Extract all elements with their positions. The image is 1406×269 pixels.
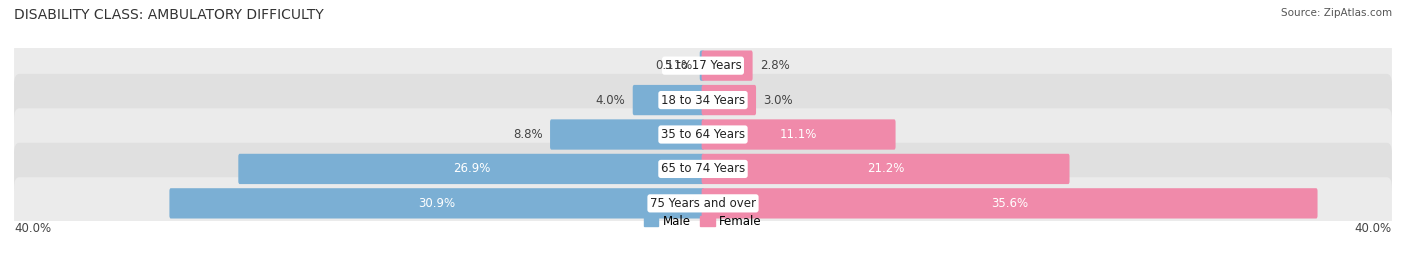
FancyBboxPatch shape (14, 40, 1392, 92)
FancyBboxPatch shape (702, 85, 756, 115)
Text: 30.9%: 30.9% (419, 197, 456, 210)
FancyBboxPatch shape (550, 119, 704, 150)
FancyBboxPatch shape (14, 177, 1392, 229)
Text: 8.8%: 8.8% (513, 128, 543, 141)
Text: 40.0%: 40.0% (14, 222, 51, 235)
Text: 5 to 17 Years: 5 to 17 Years (665, 59, 741, 72)
FancyBboxPatch shape (169, 188, 704, 218)
Text: DISABILITY CLASS: AMBULATORY DIFFICULTY: DISABILITY CLASS: AMBULATORY DIFFICULTY (14, 8, 323, 22)
FancyBboxPatch shape (14, 74, 1392, 126)
Text: 18 to 34 Years: 18 to 34 Years (661, 94, 745, 107)
Text: 65 to 74 Years: 65 to 74 Years (661, 162, 745, 175)
Text: Source: ZipAtlas.com: Source: ZipAtlas.com (1281, 8, 1392, 18)
Text: 2.8%: 2.8% (759, 59, 790, 72)
Text: 21.2%: 21.2% (868, 162, 904, 175)
Text: 3.0%: 3.0% (763, 94, 793, 107)
FancyBboxPatch shape (702, 119, 896, 150)
FancyBboxPatch shape (14, 143, 1392, 195)
Text: 35.6%: 35.6% (991, 197, 1028, 210)
Text: 75 Years and over: 75 Years and over (650, 197, 756, 210)
Text: 40.0%: 40.0% (1355, 222, 1392, 235)
Text: 4.0%: 4.0% (596, 94, 626, 107)
Legend: Male, Female: Male, Female (644, 215, 762, 228)
FancyBboxPatch shape (700, 51, 704, 81)
FancyBboxPatch shape (702, 188, 1317, 218)
Text: 11.1%: 11.1% (780, 128, 817, 141)
FancyBboxPatch shape (14, 108, 1392, 161)
FancyBboxPatch shape (702, 154, 1070, 184)
FancyBboxPatch shape (702, 51, 752, 81)
Text: 35 to 64 Years: 35 to 64 Years (661, 128, 745, 141)
Text: 26.9%: 26.9% (453, 162, 491, 175)
Text: 0.11%: 0.11% (655, 59, 693, 72)
FancyBboxPatch shape (238, 154, 704, 184)
FancyBboxPatch shape (633, 85, 704, 115)
